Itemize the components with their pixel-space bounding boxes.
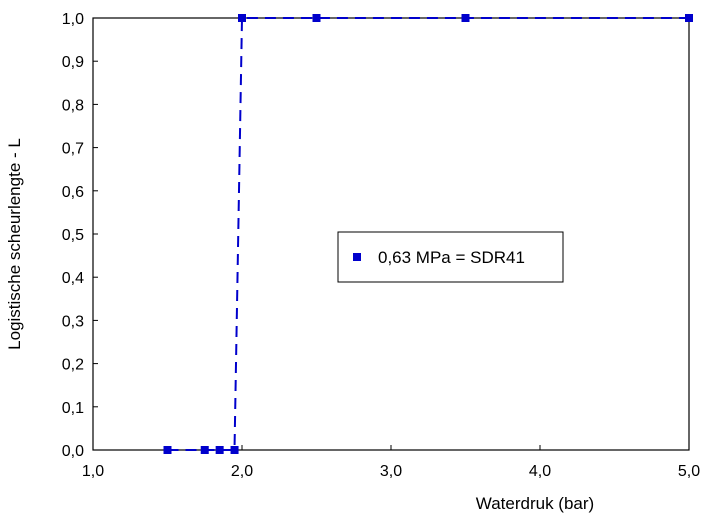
y-tick-label: 0,2 [62, 357, 84, 374]
y-tick-label: 0,3 [62, 313, 84, 330]
x-axis: 1,0 2,0 3,0 4,0 5,0 [82, 445, 700, 480]
y-tick-label: 1,0 [62, 11, 84, 28]
y-axis: 0,0 0,1 0,2 0,3 0,4 0,5 0,6 0,7 0,8 0,9 1,0 [62, 11, 98, 460]
y-tick-label: 0,5 [62, 227, 84, 244]
data-point-marker [461, 14, 470, 22]
data-point-marker [312, 14, 321, 22]
x-axis-label: Waterdruk (bar) [476, 494, 594, 513]
y-tick-label: 0,9 [62, 54, 84, 71]
legend-marker-square [353, 253, 361, 261]
x-tick-label: 4,0 [529, 463, 551, 480]
data-point-marker [685, 14, 693, 22]
y-tick-label: 0,4 [62, 270, 84, 287]
y-axis-label: Logistische scheurlengte - L [5, 138, 24, 350]
y-tick-label: 0,0 [62, 443, 84, 460]
y-tick-label: 0,8 [62, 97, 84, 114]
data-point-marker [200, 446, 209, 454]
y-tick-label: 0,7 [62, 141, 84, 158]
data-point-marker [230, 446, 239, 454]
x-tick-label: 5,0 [678, 463, 700, 480]
x-tick-label: 3,0 [380, 463, 402, 480]
series-layer [163, 14, 693, 454]
y-tick-label: 0,1 [62, 400, 84, 417]
legend: 0,63 MPa = SDR41 [337, 231, 564, 283]
y-tick-label: 0,6 [62, 184, 84, 201]
x-tick-label: 2,0 [231, 463, 253, 480]
legend-box [337, 231, 564, 283]
x-tick-label: 1,0 [82, 463, 104, 480]
legend-entry-label: 0,63 MPa = SDR41 [378, 248, 525, 267]
data-point-marker [163, 446, 172, 454]
data-point-marker [215, 446, 224, 454]
data-point-marker [238, 14, 246, 22]
